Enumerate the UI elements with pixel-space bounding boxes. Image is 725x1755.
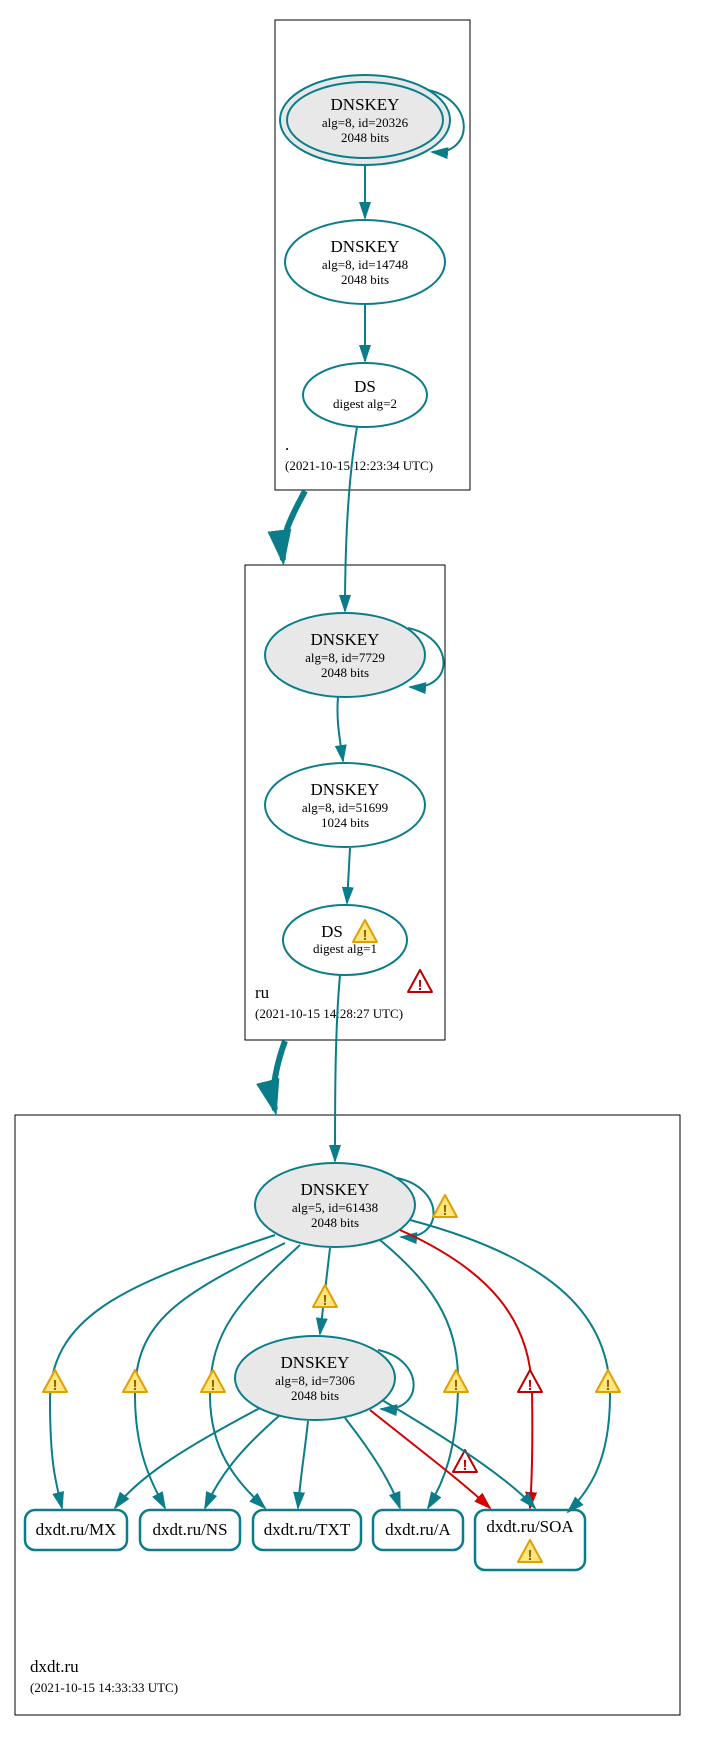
node-dnskey-root-zsk: DNSKEY alg=8, id=14748 2048 bits — [285, 220, 445, 304]
node-ds-ru: DS digest alg=1 ! — [283, 905, 407, 975]
root-label: . — [285, 435, 289, 454]
rr-mx: dxdt.ru/MX — [25, 1510, 127, 1550]
svg-text:2048 bits: 2048 bits — [291, 1388, 339, 1403]
node-dnskey-dxdt-ksk: DNSKEY alg=5, id=61438 2048 bits — [255, 1163, 415, 1247]
svg-text:DS: DS — [354, 377, 376, 396]
svg-text:dxdt.ru/NS: dxdt.ru/NS — [152, 1520, 227, 1539]
rr-txt: dxdt.ru/TXT — [253, 1510, 361, 1550]
svg-text:dxdt.ru/TXT: dxdt.ru/TXT — [264, 1520, 351, 1539]
ru-label: ru — [255, 983, 270, 1002]
svg-text:2048 bits: 2048 bits — [341, 272, 389, 287]
svg-text:2048 bits: 2048 bits — [341, 130, 389, 145]
svg-text:alg=8, id=14748: alg=8, id=14748 — [322, 257, 408, 272]
svg-text:DNSKEY: DNSKEY — [281, 1353, 350, 1372]
svg-text:!: ! — [463, 1457, 468, 1474]
node-dnskey-root-ksk: DNSKEY alg=8, id=20326 2048 bits — [280, 75, 450, 165]
svg-text:!: ! — [323, 1292, 328, 1309]
node-dnskey-ru-zsk: DNSKEY alg=8, id=51699 1024 bits — [265, 763, 425, 847]
svg-text:alg=8, id=51699: alg=8, id=51699 — [302, 800, 388, 815]
svg-text:DS: DS — [321, 922, 343, 941]
dxdt-label: dxdt.ru — [30, 1657, 79, 1676]
svg-text:DNSKEY: DNSKEY — [301, 1180, 370, 1199]
root-ts: (2021-10-15 12:23:34 UTC) — [285, 458, 433, 473]
svg-text:!: ! — [211, 1377, 216, 1394]
svg-text:2048 bits: 2048 bits — [321, 665, 369, 680]
svg-text:!: ! — [528, 1377, 533, 1394]
svg-text:!: ! — [363, 927, 368, 944]
svg-text:alg=8, id=7729: alg=8, id=7729 — [305, 650, 385, 665]
svg-text:DNSKEY: DNSKEY — [331, 237, 400, 256]
svg-text:!: ! — [528, 1547, 533, 1564]
svg-text:alg=8, id=7306: alg=8, id=7306 — [275, 1373, 355, 1388]
dxdt-ts: (2021-10-15 14:33:33 UTC) — [30, 1680, 178, 1695]
svg-text:!: ! — [53, 1377, 58, 1394]
svg-text:!: ! — [443, 1202, 448, 1219]
svg-text:DNSKEY: DNSKEY — [311, 630, 380, 649]
rr-soa: dxdt.ru/SOA ! — [475, 1510, 585, 1570]
svg-text:dxdt.ru/A: dxdt.ru/A — [385, 1520, 451, 1539]
svg-text:dxdt.ru/SOA: dxdt.ru/SOA — [486, 1517, 574, 1536]
svg-text:1024 bits: 1024 bits — [321, 815, 369, 830]
svg-text:!: ! — [133, 1377, 138, 1394]
svg-text:DNSKEY: DNSKEY — [331, 95, 400, 114]
svg-text:!: ! — [454, 1377, 459, 1394]
rr-a: dxdt.ru/A — [373, 1510, 463, 1550]
ru-ts: (2021-10-15 14:28:27 UTC) — [255, 1006, 403, 1021]
svg-text:dxdt.ru/MX: dxdt.ru/MX — [36, 1520, 117, 1539]
svg-text:DNSKEY: DNSKEY — [311, 780, 380, 799]
svg-text:alg=8, id=20326: alg=8, id=20326 — [322, 115, 409, 130]
svg-text:!: ! — [418, 977, 423, 994]
svg-text:2048 bits: 2048 bits — [311, 1215, 359, 1230]
node-dnskey-ru-ksk: DNSKEY alg=8, id=7729 2048 bits — [265, 613, 425, 697]
svg-text:!: ! — [606, 1377, 611, 1394]
node-ds-root: DS digest alg=2 — [303, 363, 427, 427]
svg-text:digest alg=2: digest alg=2 — [333, 396, 397, 411]
svg-text:alg=5, id=61438: alg=5, id=61438 — [292, 1200, 378, 1215]
rr-ns: dxdt.ru/NS — [140, 1510, 240, 1550]
